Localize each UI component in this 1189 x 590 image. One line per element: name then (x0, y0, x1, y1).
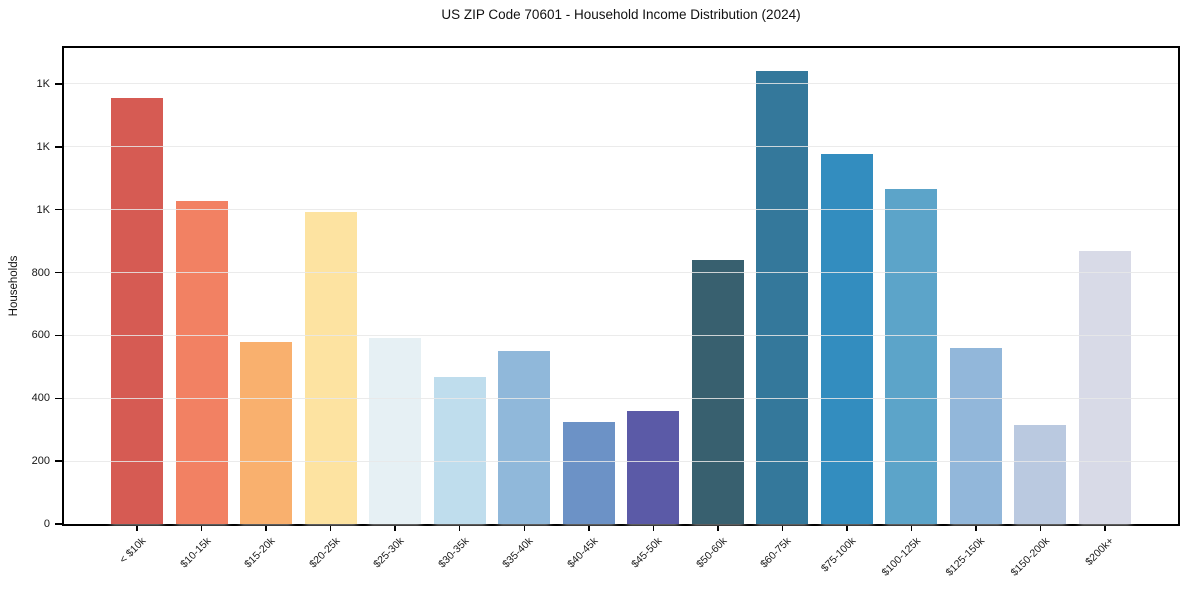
x-tick-mark (717, 526, 719, 531)
x-tick-mark (975, 526, 977, 531)
gridline-400 (64, 397, 1178, 399)
y-tick-mark (55, 208, 62, 211)
x-tick-mark (329, 526, 332, 531)
x-tick-label: $20-25k (306, 535, 343, 571)
x-tick-label: $125-150k (943, 535, 988, 579)
x-tick-mark (652, 526, 654, 531)
x-tick-mark (458, 526, 461, 531)
x-tick-mark (846, 526, 848, 531)
x-tick-label: $30-35k (435, 535, 472, 571)
y-axis-label: Households (8, 255, 20, 317)
y-tick-mark (55, 83, 62, 85)
gridline-1200 (64, 146, 1178, 148)
bar-$30-35k (433, 376, 486, 524)
x-tick-mark (265, 526, 267, 531)
bar-$10-15k (175, 200, 228, 524)
bar-$50-60k (691, 259, 744, 524)
x-tick-mark (394, 526, 396, 531)
x-tick-mark (588, 526, 590, 531)
bar-$100-125k (885, 188, 938, 524)
x-tick-label: < $10k (117, 535, 149, 566)
x-tick-label: $200k+ (1083, 535, 1117, 569)
x-tick-mark (910, 526, 912, 531)
y-tick-label: 800 (31, 266, 50, 279)
bars-layer (64, 48, 1178, 524)
y-tick-label: 1K (36, 140, 50, 153)
y-tick-label: 1K (36, 77, 50, 90)
x-tick-label: $40-45k (564, 535, 601, 571)
y-tick-label: 600 (31, 329, 50, 342)
bar-$75-100k (820, 154, 873, 524)
x-tick-label: $10-15k (177, 535, 214, 571)
gridline-1000 (64, 209, 1178, 211)
bar-$15-20k (240, 342, 293, 524)
x-tick-label: $25-30k (371, 535, 407, 571)
gridline-1400 (64, 83, 1178, 85)
y-tick-mark (55, 146, 62, 148)
chart-title: US ZIP Code 70601 - Household Income Dis… (441, 7, 801, 22)
bar-$40-45k (562, 421, 615, 524)
x-tick-mark (200, 526, 203, 531)
x-tick-label: $15-20k (242, 535, 278, 571)
gridlines-layer (64, 48, 1178, 524)
y-tick-label: 1K (36, 203, 50, 216)
y-tick-mark (55, 523, 62, 525)
x-tick-label: $35-40k (500, 535, 536, 571)
gridline-600 (64, 334, 1178, 336)
bar-$150-200k (1014, 424, 1067, 524)
bar-$60-75k (756, 70, 809, 524)
x-tick-mark (1104, 526, 1106, 531)
x-tick-mark (781, 526, 783, 531)
y-tick-mark (55, 460, 62, 462)
x-tick-mark (523, 526, 525, 531)
gridline-200 (64, 460, 1178, 462)
x-tick-label: $50-60k (693, 535, 730, 571)
y-tick-label: 0 (43, 518, 50, 530)
plot-area (62, 46, 1180, 526)
x-tick-label: $60-75k (758, 535, 794, 571)
gridline-800 (64, 272, 1178, 273)
x-tick-label: $150-200k (1008, 535, 1052, 579)
x-tick-mark (136, 526, 138, 531)
y-tick-label: 200 (31, 455, 50, 468)
bar-$200k+ (1078, 250, 1131, 524)
y-tick-mark (55, 334, 62, 337)
x-tick-mark (1039, 526, 1041, 531)
bar-$35-40k (498, 351, 551, 524)
x-tick-label: $75-100k (818, 535, 859, 575)
x-tick-label: $100-125k (879, 535, 923, 579)
y-tick-mark (55, 397, 62, 399)
bar-$25-30k (369, 337, 422, 524)
bar-$125-150k (949, 347, 1002, 524)
y-tick-mark (55, 271, 62, 274)
bar-< $10k (111, 97, 164, 524)
y-tick-label: 400 (31, 392, 50, 405)
bar-$20-25k (304, 212, 357, 524)
x-tick-label: $45-50k (629, 535, 665, 571)
bar-$45-50k (627, 411, 680, 524)
